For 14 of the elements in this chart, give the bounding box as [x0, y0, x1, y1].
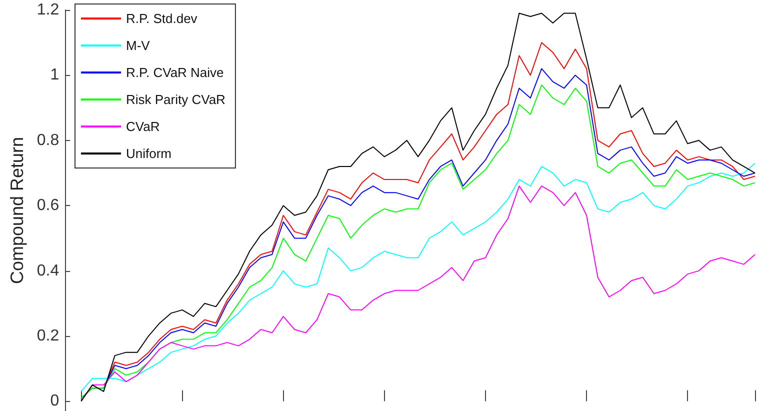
legend-label: M-V	[126, 38, 150, 53]
y-tick-label: 0.6	[36, 197, 60, 214]
legend-label: Risk Parity CVaR	[126, 92, 226, 107]
legend-label: Uniform	[126, 146, 172, 161]
y-tick-label: 0.8	[36, 132, 60, 149]
legend-label: R.P. CVaR Naive	[126, 65, 224, 80]
legend-label: R.P. Std.dev	[126, 11, 198, 26]
y-tick-label: 0	[50, 392, 60, 410]
y-tick-label: 1	[50, 66, 60, 84]
y-axis-title: Compound Return	[7, 136, 27, 284]
y-tick-label: 0.4	[36, 262, 60, 280]
y-tick-label: 1.2	[36, 2, 60, 18]
legend-label: CVaR	[126, 119, 160, 134]
y-tick-label: 0.2	[36, 328, 60, 345]
